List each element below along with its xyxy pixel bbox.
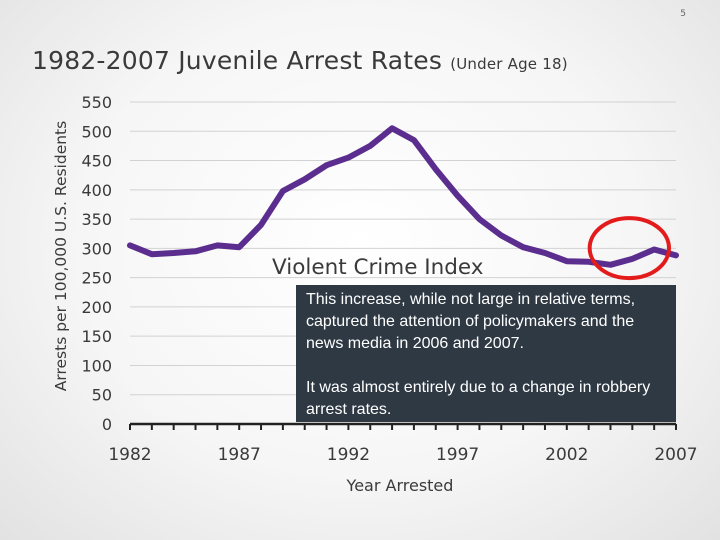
chart-title-sub: (Under Age 18) bbox=[450, 55, 568, 73]
y-tick-label-350: 350 bbox=[81, 210, 112, 229]
chart-title: 1982-2007 Juvenile Arrest Rates (Under A… bbox=[32, 46, 568, 75]
y-tick-label-550: 550 bbox=[81, 93, 112, 112]
y-tick-label-500: 500 bbox=[81, 122, 112, 141]
y-axis-label: Arrests per 100,000 U.S. Residents bbox=[52, 121, 70, 391]
x-tick-label-1992: 1992 bbox=[327, 445, 370, 465]
x-axis-label: Year Arrested bbox=[346, 476, 454, 495]
y-tick-label-400: 400 bbox=[81, 181, 112, 200]
x-tick-label-2002: 2002 bbox=[545, 445, 588, 465]
y-tick-label-250: 250 bbox=[81, 269, 112, 288]
callout-paragraph-1: This increase, while not large in relati… bbox=[306, 291, 636, 352]
x-axis: 1982 1987 1992 1997 2002 2007 bbox=[108, 422, 698, 465]
x-tick-label-1982: 1982 bbox=[108, 445, 151, 465]
x-tick-label-1997: 1997 bbox=[436, 445, 479, 465]
x-tick-label-2007: 2007 bbox=[654, 445, 697, 465]
y-tick-label-0: 0 bbox=[102, 415, 112, 434]
callout-box: This increase, while not large in relati… bbox=[296, 285, 676, 422]
callout-paragraph-2: It was almost entirely due to a change i… bbox=[306, 379, 651, 418]
highlight-circle bbox=[587, 216, 672, 281]
y-tick-label-100: 100 bbox=[81, 356, 112, 375]
series-label-violent-crime-index: Violent Crime Index bbox=[272, 255, 484, 280]
series-line-violent-crime-index bbox=[127, 125, 679, 268]
x-tick-label-1987: 1987 bbox=[218, 445, 261, 465]
y-tick-label-300: 300 bbox=[81, 239, 112, 258]
y-tick-label-200: 200 bbox=[81, 298, 112, 317]
y-tick-label-150: 150 bbox=[81, 327, 112, 346]
y-tick-label-450: 450 bbox=[81, 152, 112, 171]
y-tick-label-50: 50 bbox=[92, 386, 112, 405]
chart-title-main: 1982-2007 Juvenile Arrest Rates bbox=[32, 46, 443, 75]
slide-number: 5 bbox=[680, 9, 686, 19]
y-axis-ticks: 0 50 100 150 200 250 300 350 400 450 500 550 bbox=[81, 93, 112, 434]
